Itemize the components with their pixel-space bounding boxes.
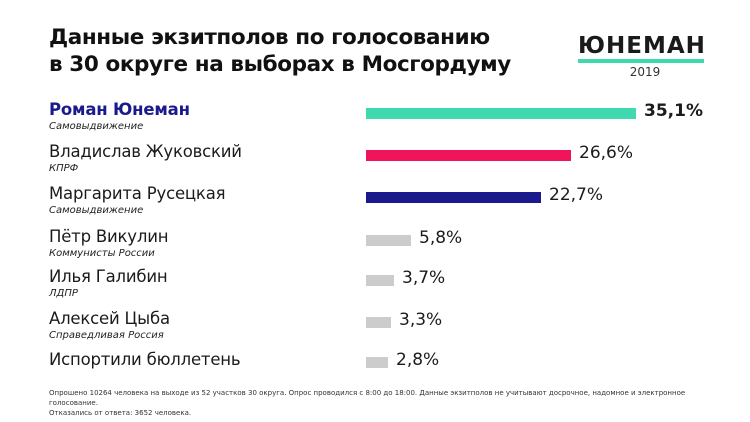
chart-row: Роман Юнеман Самовыдвижение 35,1%	[0, 100, 750, 138]
chart-row: Испортили бюллетень 2,8%	[0, 350, 750, 388]
chart-row: Пётр Викулин Коммунисты России 5,8%	[0, 227, 750, 265]
data-label: 22,7%	[549, 185, 604, 205]
candidate-name: Алексей Цыба	[49, 309, 170, 328]
data-label: 3,3%	[399, 310, 443, 330]
chart-title-line-1: Данные экзитполов по голосованию	[49, 25, 490, 50]
candidate-party: Самовыдвижение	[49, 205, 144, 216]
data-label: 5,8%	[419, 228, 463, 248]
chart-bar	[366, 275, 394, 286]
chart-row: Алексей Цыба Справедливая Россия 3,3%	[0, 309, 750, 347]
logo-name: ЮНЕМАН	[578, 33, 706, 59]
chart-bar	[366, 192, 541, 203]
data-label: 35,1%	[644, 101, 703, 121]
candidate-name: Илья Галибин	[49, 267, 168, 286]
candidate-party: Справедливая Россия	[49, 330, 164, 341]
candidate-name: Владислав Жуковский	[49, 142, 242, 161]
candidate-party: Коммунисты России	[49, 248, 155, 259]
footnote: Опрошено 10264 человека на выходе из 52 …	[49, 388, 729, 418]
chart-row: Владислав Жуковский КПРФ 26,6%	[0, 142, 750, 180]
logo-year: 2019	[629, 65, 661, 79]
chart-row: Илья Галибин ЛДПР 3,7%	[0, 267, 750, 305]
candidate-party: КПРФ	[49, 163, 79, 174]
candidate-party: Самовыдвижение	[49, 121, 144, 132]
chart-title-line-2: в 30 округе на выборах в Мосгордуму	[49, 52, 511, 77]
chart-bar	[366, 357, 388, 368]
brand-logo: ЮНЕМАН 2019	[578, 33, 706, 79]
data-label: 2,8%	[396, 350, 440, 370]
data-label: 26,6%	[579, 143, 634, 163]
data-label: 3,7%	[402, 268, 446, 288]
candidate-name: Пётр Викулин	[49, 227, 169, 246]
candidate-name: Маргарита Русецкая	[49, 184, 226, 203]
candidate-name: Испортили бюллетень	[49, 350, 241, 369]
footnote-line-2: Отказались от ответа: 3652 человека.	[49, 409, 192, 417]
chart-bar	[366, 108, 636, 119]
chart-row: Маргарита Русецкая Самовыдвижение 22,7%	[0, 184, 750, 222]
logo-underline	[578, 59, 704, 63]
chart-bar	[366, 150, 571, 161]
candidate-party: ЛДПР	[49, 288, 78, 299]
footnote-line-1: Опрошено 10264 человека на выходе из 52 …	[49, 389, 686, 407]
chart-title: Данные экзитполов по голосованию в 30 ок…	[49, 24, 569, 78]
chart-bar	[366, 317, 391, 328]
candidate-name: Роман Юнеман	[49, 100, 190, 119]
chart-bar	[366, 235, 411, 246]
